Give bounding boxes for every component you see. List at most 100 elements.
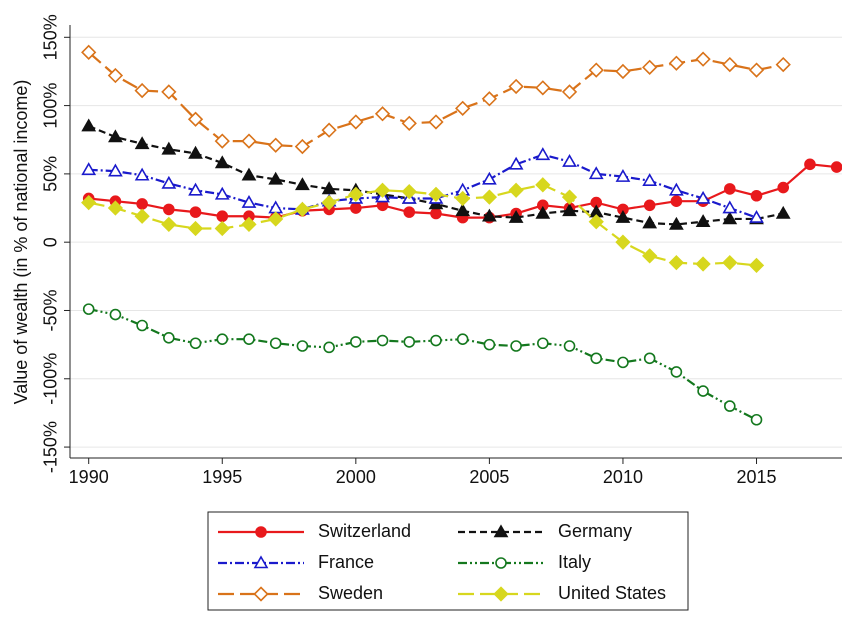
- marker: [216, 333, 229, 345]
- marker: [561, 84, 578, 100]
- marker: [588, 62, 604, 78]
- marker: [161, 175, 177, 189]
- marker: [214, 133, 230, 149]
- legend-label: Switzerland: [318, 521, 411, 541]
- marker: [321, 194, 337, 211]
- marker: [376, 334, 389, 347]
- marker: [493, 586, 509, 602]
- marker: [535, 80, 551, 96]
- marker: [214, 186, 230, 200]
- marker: [615, 169, 631, 182]
- series-line: [88, 183, 757, 267]
- marker: [748, 62, 765, 78]
- marker: [430, 334, 442, 347]
- marker: [323, 341, 335, 354]
- marker: [107, 200, 124, 216]
- marker: [268, 137, 284, 153]
- legend-item: Italy: [458, 552, 591, 572]
- marker: [562, 153, 577, 167]
- y-tick-label: -100%: [41, 353, 61, 405]
- y-axis-title: Value of wealth (in % of national income…: [11, 80, 31, 405]
- marker: [81, 44, 97, 60]
- marker: [241, 133, 257, 149]
- marker: [81, 194, 97, 211]
- marker: [537, 337, 549, 350]
- marker: [493, 524, 509, 538]
- marker: [134, 167, 150, 181]
- marker: [615, 209, 631, 223]
- marker: [136, 319, 148, 332]
- marker: [108, 129, 123, 143]
- marker: [455, 190, 471, 207]
- marker: [482, 171, 497, 185]
- marker: [668, 255, 685, 271]
- marker: [750, 189, 763, 202]
- marker: [241, 216, 257, 233]
- marker: [563, 340, 576, 352]
- marker: [253, 586, 269, 602]
- marker: [428, 186, 444, 203]
- marker: [403, 336, 416, 348]
- marker: [775, 205, 791, 219]
- marker: [374, 182, 391, 198]
- marker: [535, 147, 551, 161]
- marker: [508, 78, 524, 95]
- x-tick-label: 1995: [202, 467, 242, 487]
- legend-item: France: [218, 552, 374, 572]
- marker: [81, 118, 97, 132]
- y-tick-label: 150%: [41, 14, 61, 60]
- marker: [163, 331, 175, 344]
- marker: [350, 202, 362, 214]
- marker: [109, 308, 122, 321]
- marker: [695, 214, 711, 227]
- series-line: [88, 308, 758, 421]
- marker: [668, 55, 685, 71]
- x-tick-label: 2010: [603, 467, 643, 487]
- legend-item: Germany: [458, 521, 632, 541]
- marker: [188, 182, 203, 196]
- legend-label: Sweden: [318, 583, 383, 603]
- marker: [430, 207, 442, 220]
- marker: [830, 161, 842, 173]
- marker: [695, 51, 711, 67]
- marker: [455, 100, 471, 116]
- marker: [243, 333, 255, 345]
- marker: [643, 199, 656, 212]
- marker: [749, 209, 764, 223]
- marker: [750, 413, 763, 426]
- series-line: [88, 153, 757, 219]
- marker: [495, 557, 507, 569]
- marker: [777, 181, 790, 194]
- legend-label: Italy: [558, 552, 591, 572]
- marker: [107, 67, 124, 84]
- marker: [642, 248, 658, 264]
- marker: [482, 208, 497, 222]
- marker: [255, 526, 267, 538]
- marker: [188, 145, 203, 159]
- marker: [508, 182, 524, 198]
- marker: [134, 136, 150, 150]
- marker: [697, 385, 709, 397]
- marker: [136, 198, 148, 210]
- marker: [295, 177, 310, 191]
- marker: [253, 555, 269, 569]
- marker: [296, 340, 309, 352]
- marker: [401, 115, 417, 131]
- legend-label: Germany: [558, 521, 632, 541]
- marker: [268, 211, 284, 227]
- marker: [510, 340, 522, 352]
- marker: [722, 211, 738, 225]
- marker: [724, 400, 736, 412]
- marker: [617, 356, 629, 369]
- marker: [535, 177, 551, 193]
- marker: [643, 352, 656, 365]
- marker: [669, 182, 684, 196]
- marker: [722, 200, 738, 214]
- marker: [642, 173, 658, 187]
- marker: [321, 122, 337, 138]
- marker: [669, 216, 684, 230]
- marker: [724, 183, 736, 195]
- marker: [269, 337, 282, 350]
- x-tick-label: 2000: [336, 467, 376, 487]
